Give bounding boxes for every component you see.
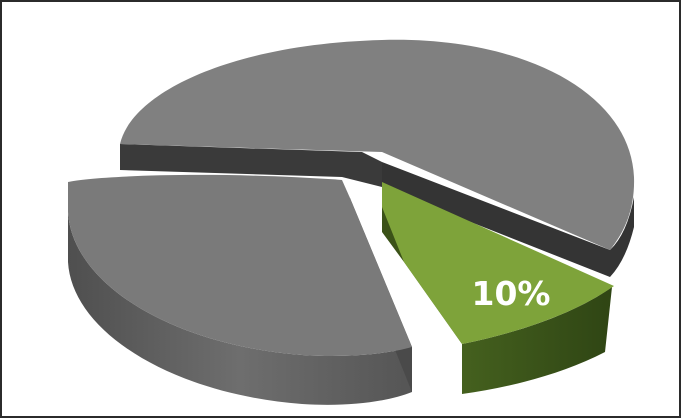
pie-slice-green: 10% bbox=[382, 182, 614, 394]
pie-slice-large-rim bbox=[382, 162, 634, 277]
pie-slice-green-label: 10% bbox=[472, 274, 551, 313]
pie-slice-large bbox=[120, 39, 635, 277]
pie-slice-green-side bbox=[404, 212, 612, 394]
pie-slice-large-side bbox=[120, 144, 382, 187]
pie-slice-left-top bbox=[68, 174, 412, 357]
pie-slice-left bbox=[68, 174, 412, 405]
pie-slice-left-side bbox=[68, 182, 412, 405]
pie-slice-large-top bbox=[120, 39, 635, 251]
pie-slice-green-top bbox=[382, 182, 614, 344]
